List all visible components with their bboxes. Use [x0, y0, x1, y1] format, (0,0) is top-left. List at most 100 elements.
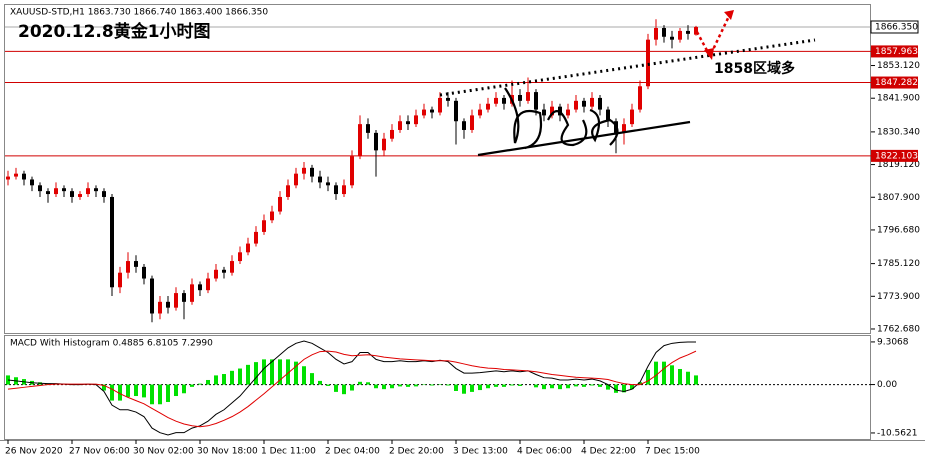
histogram-bar	[254, 362, 258, 385]
histogram-bar	[190, 384, 194, 387]
x-tick-label: 1 Dec 11:00	[261, 447, 316, 457]
candle-body	[262, 220, 266, 232]
candle-body	[302, 167, 306, 174]
candle-body	[190, 284, 194, 302]
candle-body	[334, 185, 338, 195]
y-tick-label: 1819.120	[877, 160, 920, 170]
candle-body	[174, 293, 178, 308]
histogram-bar	[478, 384, 482, 391]
candle-body	[254, 231, 258, 244]
y-tick-label: 1762.680	[877, 324, 920, 334]
histogram-bar	[278, 359, 282, 385]
histogram-bar	[142, 384, 146, 398]
candle-body	[270, 211, 274, 221]
candle-body	[206, 278, 210, 291]
histogram-bar	[414, 384, 418, 387]
histogram-bar	[614, 384, 618, 393]
candle-body	[158, 301, 162, 314]
histogram-bar	[230, 370, 234, 385]
level-box	[871, 76, 918, 89]
y-tick-label: 1841.900	[877, 94, 920, 104]
histogram-bar	[638, 382, 642, 385]
histogram-bar	[606, 384, 610, 390]
candle-body	[350, 156, 354, 186]
histogram-bar	[406, 384, 410, 387]
candle-body	[462, 121, 466, 130]
histogram-bar	[342, 384, 346, 395]
histogram-bar	[398, 384, 402, 387]
x-tick-label: 30 Nov 02:00	[133, 447, 194, 457]
x-tick-label: 2 Dec 04:00	[325, 447, 380, 457]
candle-body	[446, 97, 450, 101]
candle-body	[606, 109, 610, 122]
y-tick-label: 1807.900	[877, 193, 920, 203]
candle-body	[686, 30, 690, 34]
histogram-bar	[646, 369, 650, 385]
histogram-bar	[534, 384, 538, 388]
histogram-bar	[470, 384, 474, 392]
candle-body	[142, 266, 146, 279]
candle-body	[542, 109, 546, 116]
candle-body	[6, 176, 10, 180]
level-label: 1847.282	[875, 78, 918, 88]
histogram-bar	[246, 364, 250, 385]
candle-body	[86, 188, 90, 195]
histogram-bar	[222, 374, 226, 385]
macd-y-tick-label: -10.5621	[877, 428, 917, 438]
y-tick-label: 1830.340	[877, 127, 920, 137]
histogram-bar	[518, 384, 522, 386]
histogram-bar	[334, 384, 338, 392]
histogram-bar	[622, 384, 626, 393]
macd-y-tick-label: 0.00	[877, 380, 897, 390]
histogram-bar	[270, 359, 274, 385]
histogram-bar	[670, 365, 674, 385]
histogram-bar	[118, 384, 122, 401]
histogram-bar	[238, 368, 242, 385]
histogram-bar	[510, 384, 514, 386]
candle-body	[222, 269, 226, 273]
candle-body	[430, 109, 434, 113]
candle-body	[102, 191, 106, 197]
level-label: 1822.103	[875, 151, 918, 161]
candle-body	[14, 173, 18, 177]
x-tick-label: 4 Dec 22:00	[581, 447, 636, 457]
candle-body	[54, 188, 58, 195]
candle-body	[230, 261, 234, 273]
histogram-bar	[662, 361, 666, 385]
histogram-bar	[366, 382, 370, 385]
histogram-bar	[158, 384, 162, 405]
main-frame	[4, 4, 871, 334]
candle-body	[478, 109, 482, 116]
candle-body	[494, 97, 498, 104]
candle-body	[422, 109, 426, 116]
candle-body	[670, 36, 674, 40]
candle-body	[598, 97, 602, 110]
x-tick-label: 7 Dec 15:00	[645, 447, 700, 457]
macd-label: MACD With Histogram 0.4885 6.8105 7.2990	[10, 339, 213, 349]
chart-title: 2020.12.8黄金1小时图	[18, 21, 211, 42]
candle-body	[38, 185, 42, 192]
candle-body	[454, 100, 458, 122]
candle-body	[550, 106, 554, 116]
annotation: 1858区域多	[714, 60, 795, 77]
histogram-bar	[262, 359, 266, 385]
histogram-bar	[590, 384, 594, 386]
candle-body	[150, 278, 154, 314]
candle-body	[134, 261, 138, 267]
histogram-bar	[382, 384, 386, 390]
histogram-bar	[182, 384, 186, 394]
histogram-bar	[302, 366, 306, 385]
x-tick-label: 3 Dec 13:00	[453, 447, 508, 457]
histogram-bar	[582, 384, 586, 387]
x-tick-label: 30 Nov 18:00	[197, 447, 258, 457]
x-tick-label: 4 Dec 06:00	[517, 447, 572, 457]
candle-body	[662, 28, 666, 37]
candle-body	[438, 97, 442, 113]
histogram-bar	[430, 384, 434, 386]
x-tick-label: 2 Dec 20:00	[389, 447, 444, 457]
y-tick-label: 1853.120	[877, 61, 920, 71]
histogram-bar	[150, 384, 154, 405]
histogram-bar	[654, 361, 658, 385]
candle-body	[286, 185, 290, 197]
histogram-bar	[550, 384, 554, 389]
